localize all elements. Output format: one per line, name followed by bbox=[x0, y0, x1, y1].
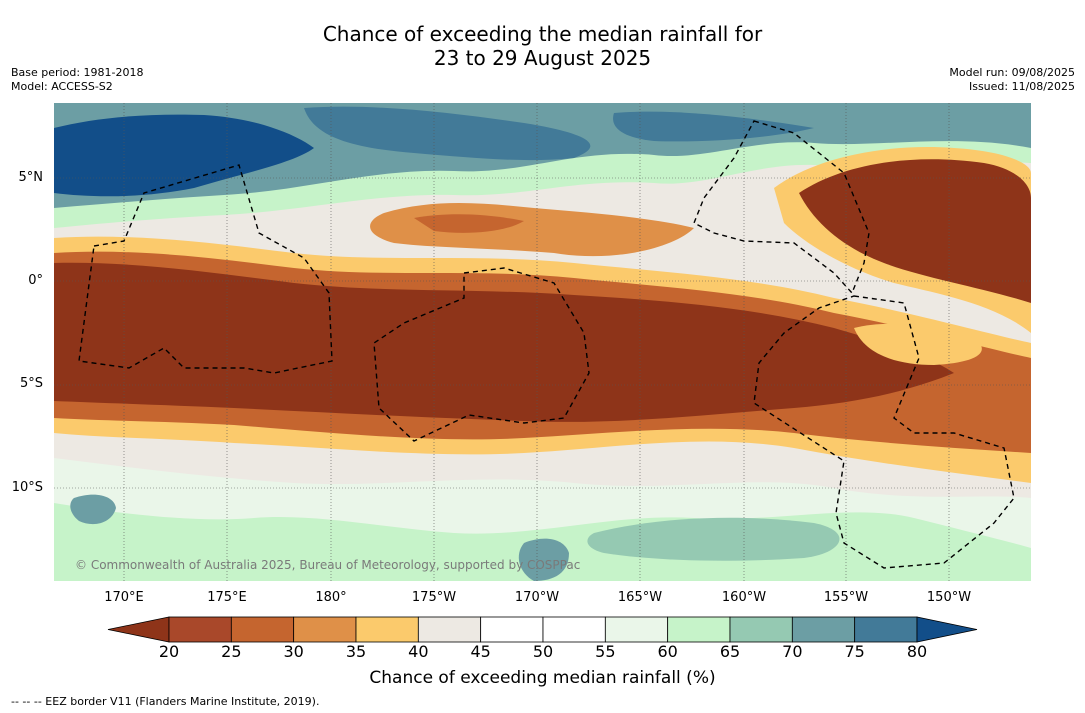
colorbar-extend-high bbox=[916, 616, 978, 643]
south-teal-core bbox=[518, 538, 569, 581]
north-green-band bbox=[54, 141, 1031, 228]
eez-border-kiribati-gilbert bbox=[78, 164, 333, 374]
base-period-text: Base period: 1981-2018 bbox=[11, 66, 144, 79]
colorbar-segment bbox=[854, 616, 918, 643]
colorbar-segment bbox=[604, 616, 669, 643]
colorbar-segment bbox=[480, 616, 544, 643]
colorbar-tick-label: 25 bbox=[221, 642, 242, 661]
map-graticule bbox=[54, 103, 1031, 581]
equatorial-dry-band-core bbox=[54, 262, 954, 422]
colorbar-segment bbox=[293, 616, 357, 643]
lat-tick-0: 0° bbox=[28, 273, 43, 288]
lat-tick-5n: 5°N bbox=[18, 170, 44, 185]
map-title-line2: 23 to 29 August 2025 bbox=[433, 46, 652, 70]
northeast-dry-core bbox=[799, 159, 1031, 303]
eez-border-line-islands bbox=[693, 120, 870, 295]
north-dry-patch-core bbox=[414, 214, 524, 233]
colorbar-tick-label: 50 bbox=[532, 642, 554, 661]
eez-footnote: -- -- -- EEZ border V11 (Flanders Marine… bbox=[11, 695, 320, 708]
colorbar-tick-label: 30 bbox=[283, 642, 304, 661]
lon-tick-175w: 175°W bbox=[411, 590, 457, 605]
colorbar-tick-label: 35 bbox=[345, 642, 367, 661]
colorbar-tick-label: 55 bbox=[595, 642, 616, 661]
copyright-credit: © Commonwealth of Australia 2025, Bureau… bbox=[75, 558, 581, 572]
colorbar-tick-label: 65 bbox=[719, 642, 741, 661]
colorbar-tick-label: 70 bbox=[782, 642, 803, 661]
lon-tick-165w: 165°W bbox=[617, 590, 663, 605]
colorbar-segment bbox=[667, 616, 731, 643]
colorbar-tick-label: 20 bbox=[158, 642, 180, 661]
colorbar-segment bbox=[542, 616, 606, 643]
north-blue-core-2 bbox=[304, 106, 591, 161]
eez-borders bbox=[78, 120, 1015, 569]
lon-tick-170w: 170°W bbox=[514, 590, 560, 605]
lon-tick-180: 180° bbox=[315, 590, 347, 605]
east-light-patch bbox=[854, 323, 982, 365]
north-teal-right bbox=[613, 111, 814, 142]
eez-border-kiribati-phoenix bbox=[373, 267, 590, 442]
colorbar-segment bbox=[729, 616, 793, 643]
model-text: Model: ACCESS-S2 bbox=[11, 80, 113, 93]
lon-tick-170e: 170°E bbox=[104, 590, 144, 605]
colorbar-segment bbox=[791, 616, 856, 643]
model-run-text: Model run: 09/08/2025 bbox=[949, 66, 1075, 79]
colorbar-tick-label: 60 bbox=[657, 642, 678, 661]
lon-tick-175e: 175°E bbox=[207, 590, 247, 605]
colorbar-title: Chance of exceeding median rainfall (%) bbox=[369, 668, 716, 688]
map-title-line1: Chance of exceeding the median rainfall … bbox=[322, 22, 763, 46]
colorbar-segment bbox=[417, 616, 482, 643]
lon-tick-150w: 150°W bbox=[926, 590, 972, 605]
map-canvas bbox=[54, 103, 1031, 581]
colorbar-tick-label: 45 bbox=[470, 642, 491, 661]
south-teal-west bbox=[70, 494, 116, 525]
colorbar-segment bbox=[230, 616, 295, 643]
lon-tick-155w: 155°W bbox=[823, 590, 869, 605]
south-teal-patch bbox=[587, 517, 840, 561]
colorbar-segment bbox=[355, 616, 419, 643]
issued-text: Issued: 11/08/2025 bbox=[968, 80, 1075, 93]
colorbar-tick-label: 75 bbox=[844, 642, 865, 661]
rainfall-probability-map: © Commonwealth of Australia 2025, Bureau… bbox=[54, 103, 1031, 581]
colorbar-tick-label: 40 bbox=[408, 642, 429, 661]
colorbar-tick-label: 80 bbox=[906, 642, 928, 661]
lon-tick-160w: 160°W bbox=[721, 590, 767, 605]
colorbar-extend-low bbox=[107, 616, 170, 643]
colorbar bbox=[107, 616, 978, 643]
lat-tick-10s: 10°S bbox=[11, 480, 43, 495]
lat-tick-5s: 5°S bbox=[19, 376, 43, 391]
north-blue-core bbox=[54, 114, 314, 197]
colorbar-segment bbox=[168, 616, 232, 643]
eez-border-south bbox=[753, 295, 1015, 569]
